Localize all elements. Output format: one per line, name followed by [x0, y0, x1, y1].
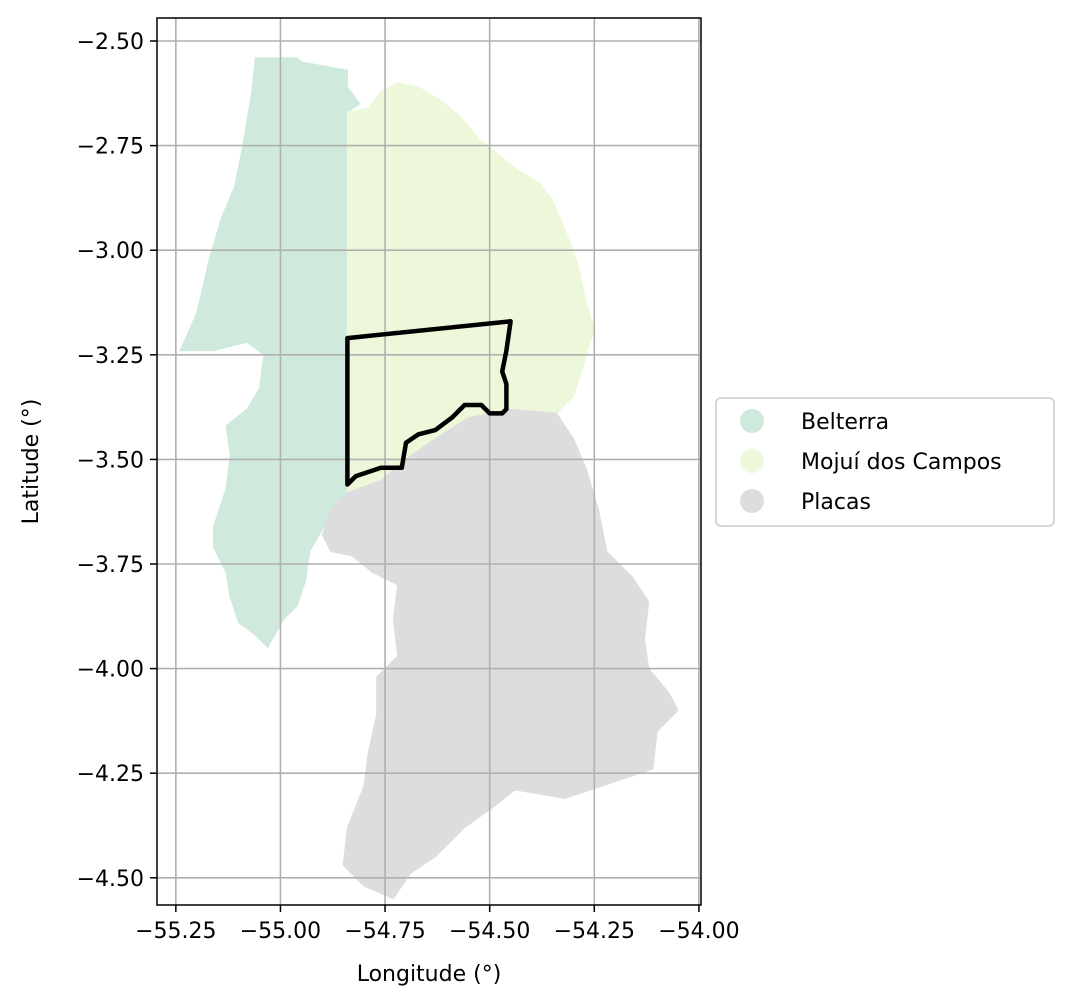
x-tick-label: −55.25	[135, 919, 216, 944]
legend-label-belterra: Belterra	[801, 410, 889, 435]
highlight-boundary-layer	[345, 319, 513, 487]
x-axis-label: Longitude (°)	[357, 962, 502, 987]
legend-label-mojui-dos-campos: Mojuí dos Campos	[801, 450, 1002, 475]
legend: Belterra Mojuí dos Campos Placas	[715, 397, 1055, 527]
y-axis-label: Latitude (°)	[19, 399, 44, 525]
y-tick-label: −2.50	[77, 30, 144, 55]
y-tick-label: −4.25	[77, 762, 144, 787]
regions-layer	[179, 57, 679, 900]
ticks-layer: −55.25 −55.00 −54.75 −54.50 −54.25 −54.00 −2.5…	[77, 30, 740, 944]
legend-marker-placas	[740, 489, 764, 513]
highlight-boundary	[345, 319, 513, 487]
y-tick-label: −3.00	[77, 239, 144, 264]
x-tick-label: −55.00	[240, 919, 321, 944]
x-tick-label: −54.50	[449, 919, 530, 944]
x-tick-label: −54.00	[658, 919, 739, 944]
region-placas	[321, 408, 679, 900]
x-tick-label: −54.25	[554, 919, 635, 944]
legend-frame	[715, 397, 1055, 527]
axes-frame	[156, 17, 702, 906]
y-tick-label: −4.00	[77, 658, 144, 683]
y-tick-label: −2.75	[77, 135, 144, 160]
x-tick-label: −54.75	[344, 919, 425, 944]
grid-layer	[157, 18, 701, 905]
legend-marker-belterra	[740, 409, 764, 433]
y-tick-label: −3.25	[77, 344, 144, 369]
y-tick-label: −3.50	[77, 448, 144, 473]
y-tick-label: −3.75	[77, 553, 144, 578]
legend-marker-mojui-dos-campos	[740, 449, 764, 473]
y-tick-label: −4.50	[77, 867, 144, 892]
legend-label-placas: Placas	[801, 490, 871, 515]
